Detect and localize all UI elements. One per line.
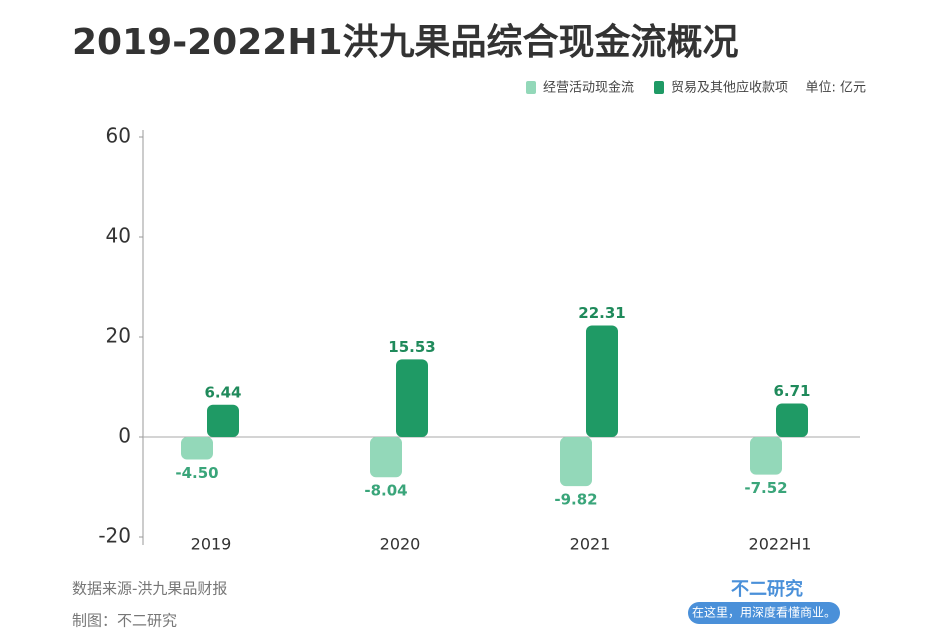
legend-label: 经营活动现金流 [543,80,634,96]
y-tick-label: -20 [98,524,131,548]
value-label: 6.71 [773,382,810,400]
bar [776,403,808,437]
value-label: 15.53 [388,338,435,356]
value-label: -4.50 [175,464,218,482]
brand-logo: 不二研究 [731,578,803,600]
legend-swatch [654,81,664,94]
bar [586,325,618,437]
y-tick-label: 40 [106,224,131,248]
value-label: -9.82 [554,491,597,509]
legend-label: 贸易及其他应收款项 [671,80,788,96]
value-label: 6.44 [204,383,241,401]
x-tick-label: 2019 [191,535,232,554]
bar [750,437,782,475]
bar [181,437,213,460]
credit-note: 制图：不二研究 [72,612,177,630]
unit-label: 单位: 亿元 [805,81,866,96]
bar [396,359,428,437]
y-tick-label: 60 [106,124,131,148]
value-label: -7.52 [744,479,787,497]
x-tick-label: 2022H1 [749,535,812,554]
y-tick-label: 0 [118,424,131,448]
value-label: 22.31 [578,304,625,322]
x-tick-label: 2021 [570,535,611,554]
legend-swatch [526,81,536,94]
y-tick-label: 20 [106,324,131,348]
slogan: 在这里，用深度看懂商业。 [692,605,836,620]
chart-title: 2019-2022H1洪九果品综合现金流概况 [72,21,739,63]
x-tick-label: 2020 [380,535,421,554]
value-label: -8.04 [364,482,407,500]
bar [207,404,239,437]
slogan-pill [688,602,840,624]
bar [560,437,592,487]
bar [370,437,402,478]
source-note: 数据来源-洪九果品财报 [72,580,227,598]
